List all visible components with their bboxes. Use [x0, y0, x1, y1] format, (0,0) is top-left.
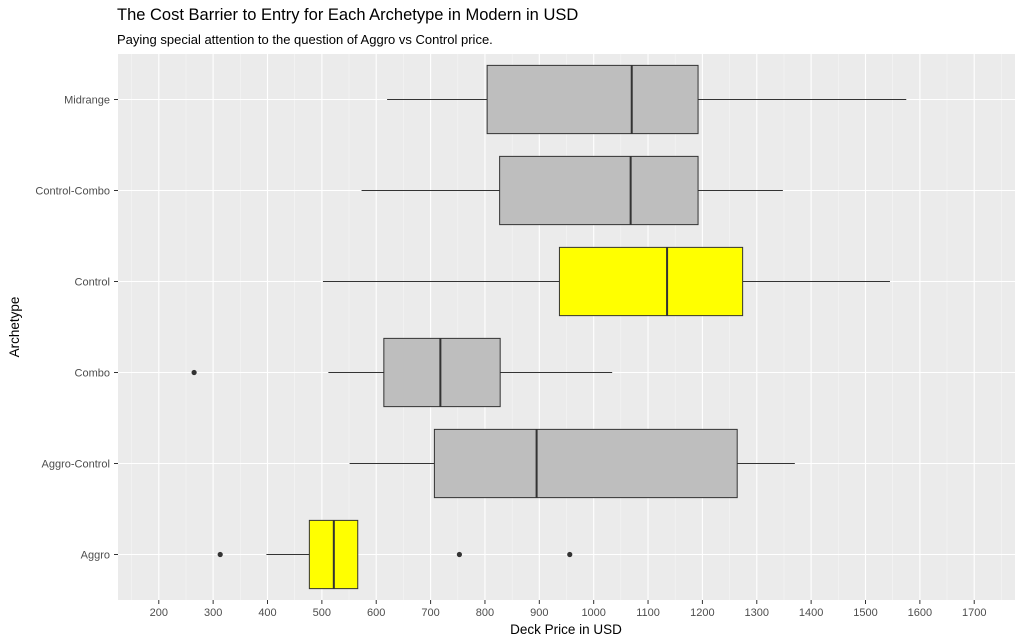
- box-body: [433, 428, 738, 499]
- y-tick-label: Control-Combo: [35, 186, 110, 198]
- x-axis: 200 300 400 500 600 700 800 900 1000 1100 1200 1300…: [150, 600, 986, 619]
- x-tick-label: 1400: [799, 607, 823, 619]
- y-tick-label: Control: [75, 277, 110, 289]
- box-body: [558, 246, 744, 317]
- y-axis-title: Archetype: [7, 297, 22, 358]
- outlier-point: [456, 551, 463, 558]
- x-tick-label: 1100: [636, 607, 660, 619]
- y-tick-label: Midrange: [64, 95, 110, 107]
- chart-title: The Cost Barrier to Entry for Each Arche…: [117, 6, 579, 24]
- box-body: [383, 337, 501, 408]
- x-tick-label: 500: [313, 607, 331, 619]
- x-tick-label: 300: [204, 607, 222, 619]
- box-control: [322, 246, 890, 317]
- box-body: [499, 155, 699, 226]
- x-tick-label: 1500: [853, 607, 877, 619]
- outlier-point: [191, 369, 197, 376]
- x-tick-label: 1200: [690, 607, 714, 619]
- minor-grid: [131, 54, 1002, 600]
- x-tick-label: 1000: [581, 607, 605, 619]
- box-aggro-control: [349, 428, 795, 499]
- box-layer: [191, 64, 907, 590]
- y-tick-label: Aggro-Control: [42, 459, 110, 471]
- chart-subtitle: Paying special attention to the question…: [117, 32, 493, 47]
- y-axis: Aggro Aggro-Control Combo Control Control-Co…: [35, 95, 118, 562]
- outlier-point: [567, 551, 573, 558]
- x-tick-label: 900: [530, 607, 548, 619]
- box-body: [486, 64, 699, 135]
- x-tick-label: 600: [367, 607, 385, 619]
- x-tick-label: 400: [258, 607, 276, 619]
- box-control-combo: [361, 155, 783, 226]
- x-tick-label: 1600: [908, 607, 932, 619]
- x-tick-label: 1300: [745, 607, 769, 619]
- x-axis-title: Deck Price in USD: [510, 622, 622, 637]
- box-aggro: [217, 519, 573, 590]
- x-tick-label: 700: [421, 607, 439, 619]
- box-midrange: [387, 64, 907, 135]
- y-tick-label: Combo: [75, 368, 110, 380]
- x-tick-label: 200: [150, 607, 168, 619]
- y-tick-label: Aggro: [81, 550, 110, 562]
- x-tick-label: 800: [476, 607, 494, 619]
- box-combo: [191, 337, 613, 408]
- outlier-point: [217, 551, 223, 558]
- x-tick-label: 1700: [962, 607, 986, 619]
